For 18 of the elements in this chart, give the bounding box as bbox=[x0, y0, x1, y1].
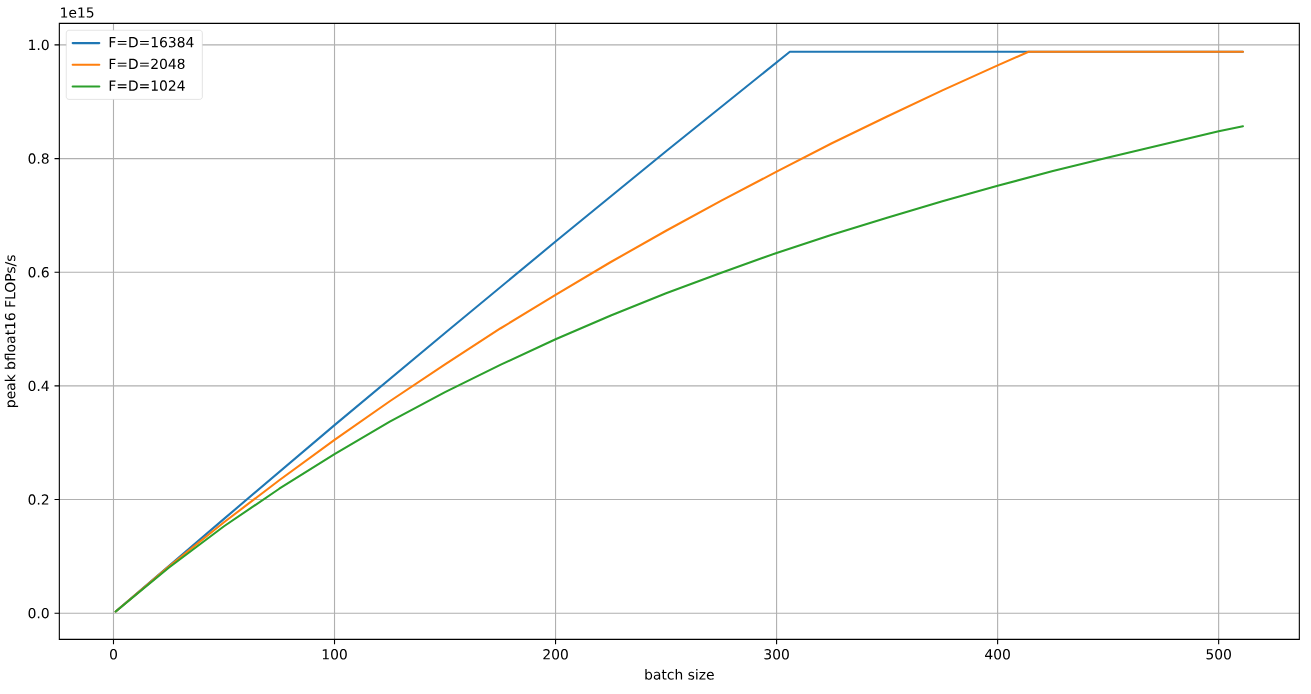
y-tick-label: 0.0 bbox=[28, 607, 49, 619]
legend-label: F=D=16384 bbox=[109, 36, 194, 48]
y-tick-label: 0.6 bbox=[28, 266, 49, 278]
y-axis-title: peak bfloat16 FLOPs/s bbox=[4, 255, 19, 407]
x-tick-label: 0 bbox=[110, 649, 117, 660]
text: 1e15 bbox=[61, 7, 94, 18]
legend-label: F=D=2048 bbox=[109, 58, 185, 70]
legend-label: F=D=1024 bbox=[109, 80, 185, 91]
x-tick-label: 200 bbox=[543, 649, 568, 660]
x-tick-label: 300 bbox=[764, 649, 789, 660]
x-tick-label: 100 bbox=[322, 649, 347, 660]
y-tick-label: 0.8 bbox=[28, 153, 49, 164]
y-tick-label: 1.0 bbox=[29, 39, 49, 51]
x-axis-title: batch size bbox=[645, 669, 714, 680]
x-tick-label: 400 bbox=[985, 649, 1010, 660]
y-tick-label: 0.4 bbox=[28, 380, 49, 392]
y-tick-label: 0.2 bbox=[28, 494, 49, 505]
x-tick-label: 500 bbox=[1206, 649, 1231, 660]
